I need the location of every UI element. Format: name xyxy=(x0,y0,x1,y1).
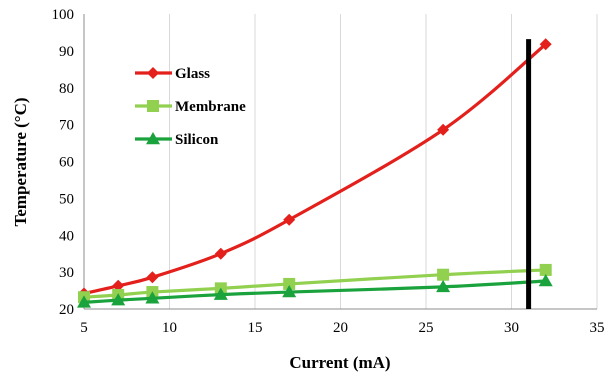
x-tick-labels: 5 10 15 20 25 30 35 xyxy=(80,320,604,336)
legend-item-membrane: Membrane xyxy=(135,99,246,115)
data-point-silicon xyxy=(111,293,126,306)
x-axis-title: Current (mA) xyxy=(289,353,390,372)
y-tick-label: 90 xyxy=(59,44,74,60)
data-point-membrane xyxy=(539,263,552,276)
legend-label: Glass xyxy=(175,66,210,82)
data-point-glass xyxy=(146,271,159,284)
y-tick-label: 20 xyxy=(59,302,74,318)
legend-swatch-marker xyxy=(146,132,160,145)
x-tick-label: 30 xyxy=(504,320,519,336)
x-tick-label: 25 xyxy=(419,320,434,336)
x-tick-label: 10 xyxy=(162,320,177,336)
y-tick-label: 80 xyxy=(59,81,74,97)
series-line-glass xyxy=(83,43,547,296)
data-point-membrane xyxy=(437,268,450,281)
y-tick-label: 100 xyxy=(52,7,75,23)
data-point-silicon xyxy=(77,295,91,308)
data-point-silicon xyxy=(538,273,553,287)
x-tick-label: 20 xyxy=(333,320,348,336)
data-point-glass xyxy=(539,38,552,51)
x-tick-label: 15 xyxy=(248,320,263,336)
series-membrane xyxy=(78,263,552,304)
data-point-glass xyxy=(214,247,227,260)
legend-swatch-marker xyxy=(147,67,159,79)
legend: Glass Membrane Silicon xyxy=(135,66,246,148)
y-axis-title: Temperature (°C) xyxy=(11,97,30,226)
data-point-silicon xyxy=(282,285,297,298)
series-layer xyxy=(77,38,553,308)
data-point-glass xyxy=(112,279,125,292)
legend-label: Membrane xyxy=(175,99,246,115)
y-tick-label: 60 xyxy=(59,155,74,171)
y-tick-labels: 20 30 40 50 60 70 80 90 100 xyxy=(52,7,75,318)
data-point-membrane xyxy=(283,277,296,290)
data-point-silicon xyxy=(145,291,160,304)
data-point-silicon xyxy=(213,287,228,300)
y-tick-label: 70 xyxy=(59,118,74,134)
gridlines xyxy=(169,14,598,309)
x-tick-label: 35 xyxy=(590,320,605,336)
data-point-glass xyxy=(283,213,296,226)
series-silicon xyxy=(77,273,553,308)
data-point-glass xyxy=(437,123,450,136)
legend-swatch-marker xyxy=(147,100,159,112)
y-tick-label: 30 xyxy=(59,265,74,281)
series-glass xyxy=(78,38,552,300)
y-tick-label: 40 xyxy=(59,228,74,244)
data-point-silicon xyxy=(436,279,451,293)
x-tick-label: 5 xyxy=(80,320,88,336)
legend-item-silicon: Silicon xyxy=(135,132,219,148)
legend-label: Silicon xyxy=(175,132,219,148)
legend-item-glass: Glass xyxy=(135,66,210,82)
y-tick-label: 50 xyxy=(59,191,74,207)
